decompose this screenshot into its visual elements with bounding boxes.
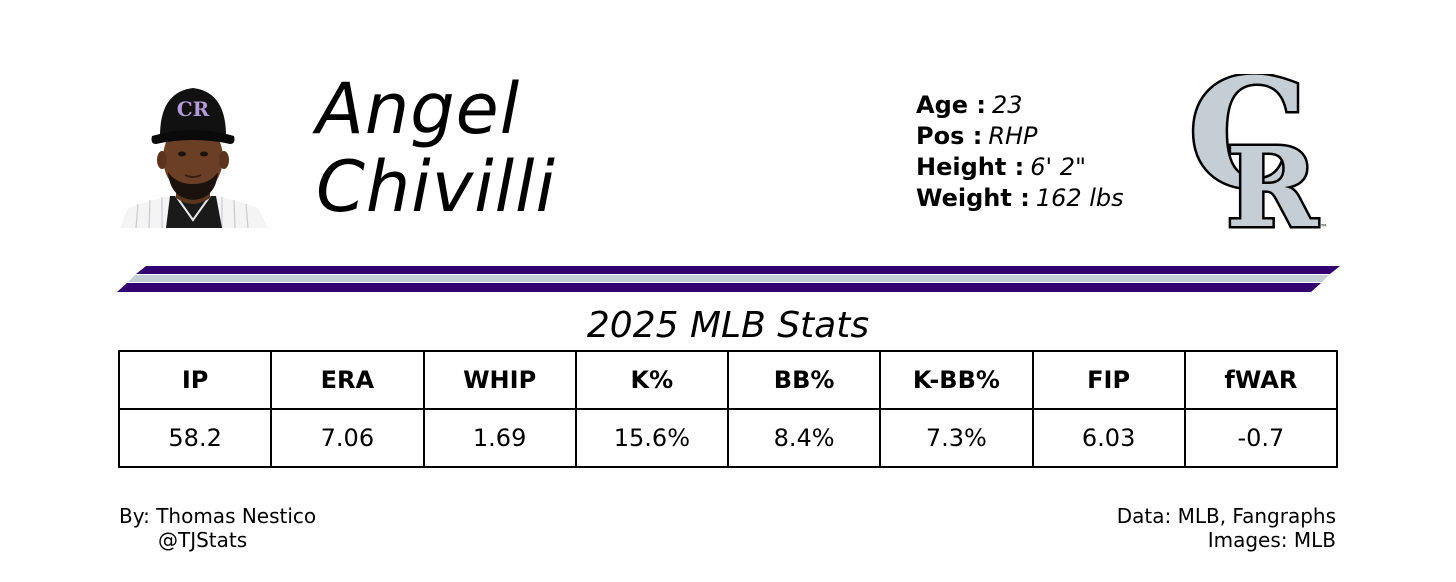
stat-header-k-bb-pct: K-BB% xyxy=(879,350,1034,410)
svg-text:R: R xyxy=(1226,123,1319,234)
author-name: By: Thomas Nestico xyxy=(119,504,317,528)
svg-text:C: C xyxy=(1188,74,1307,222)
source-credit: Data: MLB, Fangraphs Images: MLB xyxy=(1117,504,1336,552)
stat-value-era: 7.06 xyxy=(270,408,425,468)
bio-weight-value: 162 lbs xyxy=(1035,184,1124,212)
stat-value-k-bb-pct: 7.3% xyxy=(879,408,1034,468)
player-name: Angel Chivilli xyxy=(316,70,556,226)
stat-value-k-pct: 15.6% xyxy=(574,408,730,468)
stats-table: IP ERA WHIP K% BB% K-BB% FIP fWAR 58.2 7… xyxy=(117,350,1339,468)
bio-weight-label: Weight xyxy=(916,184,1012,212)
bio-position: Pos : RHP xyxy=(916,122,1038,150)
stat-value-whip: 1.69 xyxy=(422,408,577,468)
stat-header-fip: FIP xyxy=(1031,350,1186,410)
images-source: Images: MLB xyxy=(1207,528,1336,552)
stat-header-fwar: fWAR xyxy=(1183,350,1339,410)
stat-value-fwar: -0.7 xyxy=(1183,408,1339,468)
team-logo-icon: C R ™ xyxy=(1188,74,1328,234)
stat-header-era: ERA xyxy=(270,350,425,410)
bio-age-label: Age xyxy=(916,91,969,119)
stat-value-ip: 58.2 xyxy=(117,408,273,468)
bio-age: Age :23 xyxy=(916,91,1023,119)
trademark-mark: ™ xyxy=(1320,223,1328,232)
stat-header-ip: IP xyxy=(117,350,273,410)
bio-height-label: Height xyxy=(916,153,1007,181)
author-credit: By: Thomas Nestico @TJStats xyxy=(119,504,316,552)
bio-position-value: RHP xyxy=(988,122,1038,150)
player-headshot: CR xyxy=(120,88,268,229)
stats-title: 2025 MLB Stats xyxy=(586,305,870,346)
stat-header-k-pct: K% xyxy=(574,350,730,410)
player-bio: Age :23 Pos : RHP Height :6' 2" Weight :1… xyxy=(916,90,1124,214)
bio-weight: Weight :162 lbs xyxy=(916,184,1124,212)
stat-value-fip: 6.03 xyxy=(1031,408,1186,468)
stats-value-row: 58.2 7.06 1.69 15.6% 8.4% 7.3% 6.03 -0.7 xyxy=(117,408,1339,468)
cap-logo: CR xyxy=(177,97,210,121)
player-first-name: Angel xyxy=(316,68,521,150)
author-handle: @TJStats xyxy=(158,528,248,552)
team-color-stripes xyxy=(117,266,1340,292)
bio-height: Height :6' 2" xyxy=(916,153,1087,181)
bio-height-value: 6' 2" xyxy=(1030,153,1087,181)
stat-header-whip: WHIP xyxy=(422,350,577,410)
bio-age-value: 23 xyxy=(991,91,1023,119)
data-source: Data: MLB, Fangraphs xyxy=(1116,504,1336,528)
stat-value-bb-pct: 8.4% xyxy=(726,408,882,468)
stats-header-row: IP ERA WHIP K% BB% K-BB% FIP fWAR xyxy=(117,350,1339,410)
player-last-name: Chivilli xyxy=(316,146,556,228)
stat-header-bb-pct: BB% xyxy=(726,350,882,410)
bio-position-label: Pos xyxy=(916,122,965,150)
